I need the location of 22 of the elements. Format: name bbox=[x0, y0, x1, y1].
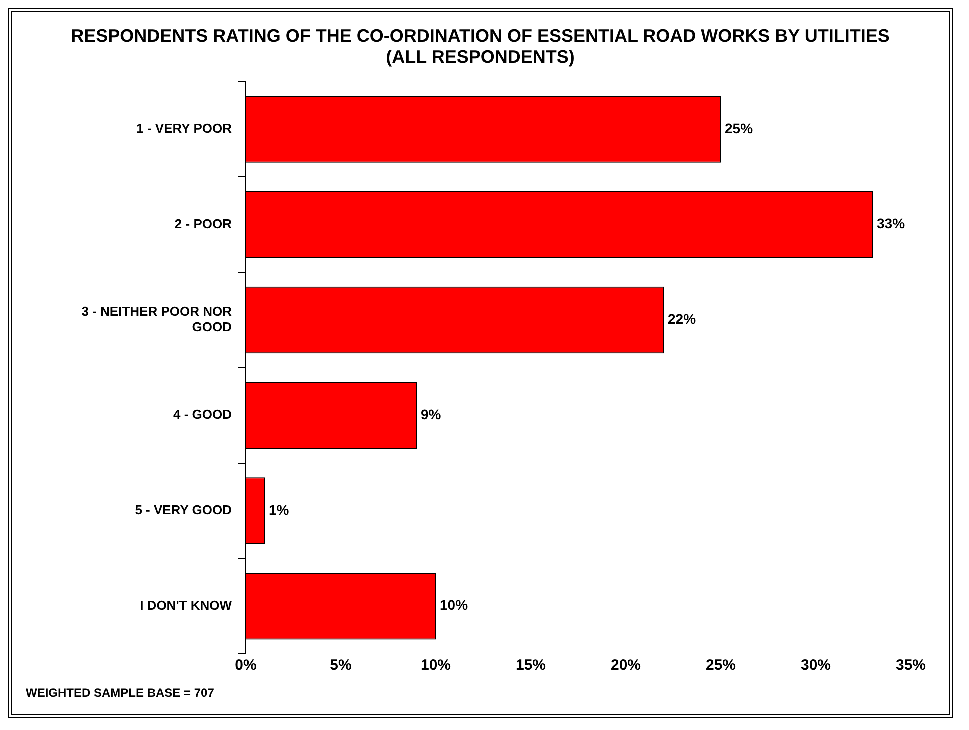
y-tick-label: I DON'T KNOW bbox=[140, 598, 233, 613]
x-tick-label: 15% bbox=[516, 657, 546, 674]
data-label: 33% bbox=[877, 216, 906, 232]
y-tick-label: 2 - POOR bbox=[174, 216, 233, 232]
text: WEIGHTED SAMPLE BASE = 707 bbox=[26, 686, 214, 700]
x-tick-label: 30% bbox=[800, 657, 832, 674]
data-label: 9% bbox=[421, 406, 442, 422]
data-label: 25% bbox=[725, 120, 754, 136]
x-tick-label: 5% bbox=[330, 657, 352, 674]
y-tick-label: 4 - GOOD bbox=[173, 407, 232, 422]
y-tick-label: 3 - NEITHER POOR NOR GOOD bbox=[82, 304, 233, 335]
data-label: 10% bbox=[440, 597, 469, 614]
x-tick-label: 25% bbox=[706, 657, 736, 674]
data-label: 22% bbox=[668, 311, 697, 328]
y-tick-label: 1 - VERY POOR bbox=[136, 121, 233, 136]
x-tick-label: 10% bbox=[420, 657, 452, 674]
x-tick-label: 35% bbox=[896, 657, 926, 674]
y-tick-label: 5 - VERY GOOD bbox=[135, 502, 232, 518]
data-label: 1% bbox=[269, 502, 290, 518]
x-tick-label: 20% bbox=[610, 657, 642, 674]
chart-title: RESPONDENTS RATING OF THE CO-ORDINATION OF ESSENTIAL ROAD WORKS BY UTILITIES (ALL RESPONDENTS) bbox=[70, 26, 891, 68]
x-tick-label: 0% bbox=[235, 657, 257, 674]
